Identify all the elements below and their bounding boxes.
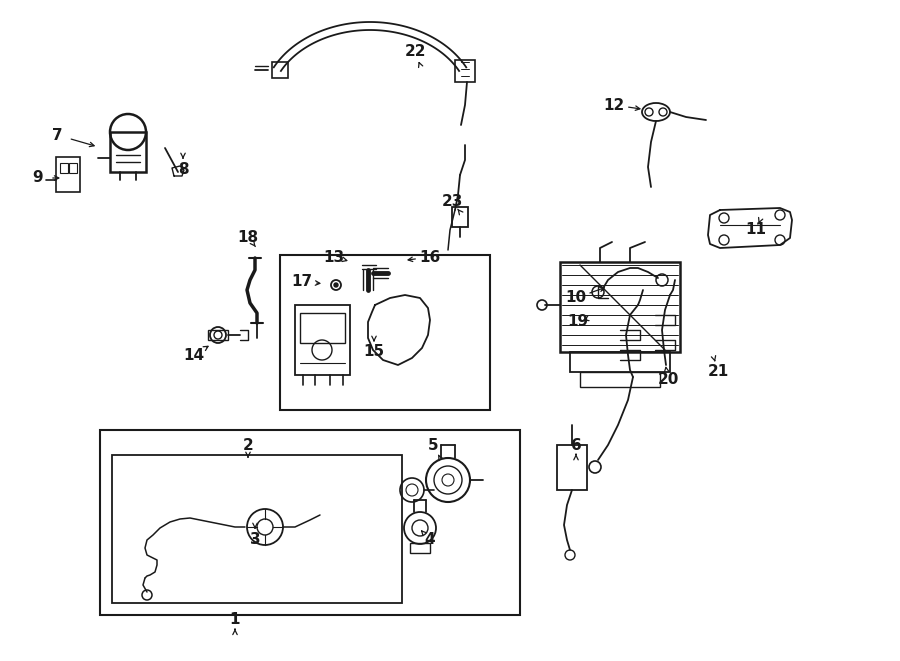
Bar bbox=[580, 372, 660, 387]
Bar bbox=[56, 157, 80, 192]
Text: 22: 22 bbox=[404, 44, 426, 59]
Text: 19: 19 bbox=[567, 315, 589, 329]
Text: 4: 4 bbox=[425, 533, 436, 547]
Bar bbox=[110, 132, 146, 172]
Bar bbox=[100, 430, 520, 615]
Circle shape bbox=[334, 283, 338, 287]
Text: 8: 8 bbox=[177, 163, 188, 178]
Bar bbox=[272, 62, 288, 78]
Text: 1: 1 bbox=[230, 613, 240, 627]
Bar bbox=[410, 543, 430, 553]
Bar bbox=[455, 60, 475, 82]
Bar bbox=[60, 163, 68, 173]
Text: 20: 20 bbox=[657, 373, 679, 387]
Bar bbox=[208, 330, 228, 340]
Text: 14: 14 bbox=[184, 348, 204, 362]
Text: 2: 2 bbox=[243, 438, 254, 453]
Text: 5: 5 bbox=[428, 438, 438, 453]
Text: 21: 21 bbox=[707, 364, 729, 379]
Bar bbox=[557, 445, 587, 490]
Bar bbox=[560, 262, 680, 352]
Text: 6: 6 bbox=[571, 438, 581, 453]
Bar bbox=[452, 207, 468, 227]
Text: 7: 7 bbox=[51, 128, 62, 143]
Text: 16: 16 bbox=[419, 249, 441, 264]
Text: 23: 23 bbox=[441, 194, 463, 210]
Text: 15: 15 bbox=[364, 344, 384, 360]
Text: 17: 17 bbox=[292, 274, 312, 290]
Text: 11: 11 bbox=[745, 223, 767, 237]
Bar bbox=[280, 255, 490, 410]
Bar bbox=[112, 455, 402, 603]
Bar bbox=[300, 313, 345, 343]
Bar bbox=[69, 163, 77, 173]
Text: 13: 13 bbox=[323, 249, 345, 264]
Text: 3: 3 bbox=[249, 533, 260, 547]
Text: 10: 10 bbox=[565, 290, 587, 305]
Bar bbox=[570, 352, 670, 372]
Bar bbox=[295, 305, 350, 375]
Text: 9: 9 bbox=[32, 171, 43, 186]
Text: 12: 12 bbox=[603, 98, 625, 112]
Text: 18: 18 bbox=[238, 229, 258, 245]
